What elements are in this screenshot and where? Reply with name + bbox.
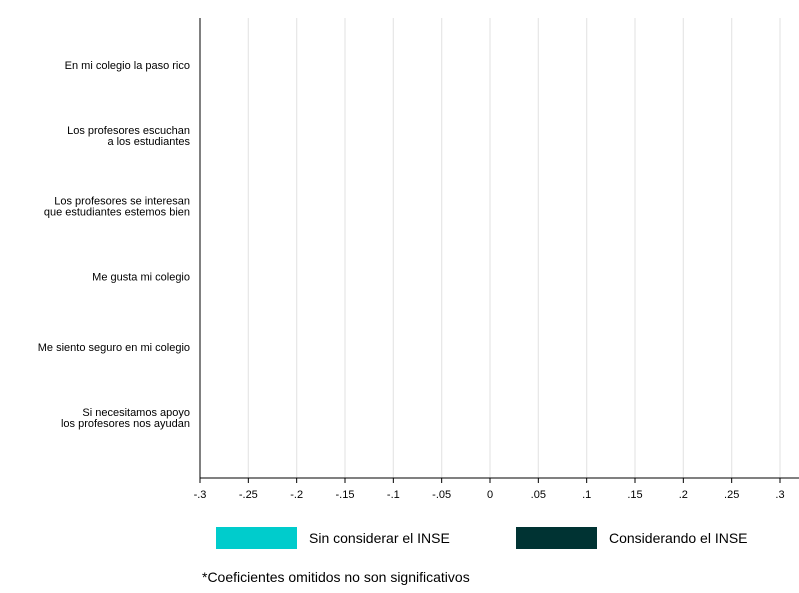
category-label-3: Me gusta mi colegio <box>92 272 190 284</box>
x-tick-label-12: .3 <box>775 489 784 501</box>
category-label-0: En mi colegio la paso rico <box>65 60 190 72</box>
x-tick-label-10: .2 <box>679 489 688 501</box>
x-tick-label-3: -.15 <box>336 489 355 501</box>
legend-label-0: Sin considerar el INSE <box>309 530 450 546</box>
x-tick-label-5: -.05 <box>432 489 451 501</box>
legend: Sin considerar el INSE Considerando el IN… <box>216 527 748 549</box>
x-tick-label-11: .25 <box>724 489 739 501</box>
x-tick-label-7: .05 <box>531 489 546 501</box>
x-tick-label-9: .15 <box>627 489 642 501</box>
x-tick-label-8: .1 <box>582 489 591 501</box>
legend-swatch-1 <box>516 527 597 549</box>
x-tick-label-2: -.2 <box>290 489 303 501</box>
legend-swatch-0 <box>216 527 297 549</box>
x-tick-label-6: 0 <box>487 489 493 501</box>
legend-label-1: Considerando el INSE <box>609 530 748 546</box>
category-labels: En mi colegio la paso rico Los profesores… <box>38 60 191 430</box>
x-tick-label-0: -.3 <box>194 489 207 501</box>
x-tick-label-1: -.25 <box>239 489 258 501</box>
axes <box>199 18 799 483</box>
category-label-4: Me siento seguro en mi colegio <box>38 342 190 354</box>
x-tick-labels: -.3 -.25 -.2 -.15 -.1 -.05 0 .05 .1 .15 .2 .25 .3 <box>194 489 785 501</box>
category-label-5: Si necesitamos apoyo los profesores nos a… <box>61 407 190 430</box>
gridlines <box>247 18 781 478</box>
x-tick-label-4: -.1 <box>387 489 400 501</box>
category-label-1: Los profesores escuchan a los estudiantes <box>67 125 190 148</box>
category-label-2: Los profesores se interesan que estudiant… <box>44 196 190 219</box>
footnote: *Coeficientes omitidos no son significat… <box>202 569 470 585</box>
